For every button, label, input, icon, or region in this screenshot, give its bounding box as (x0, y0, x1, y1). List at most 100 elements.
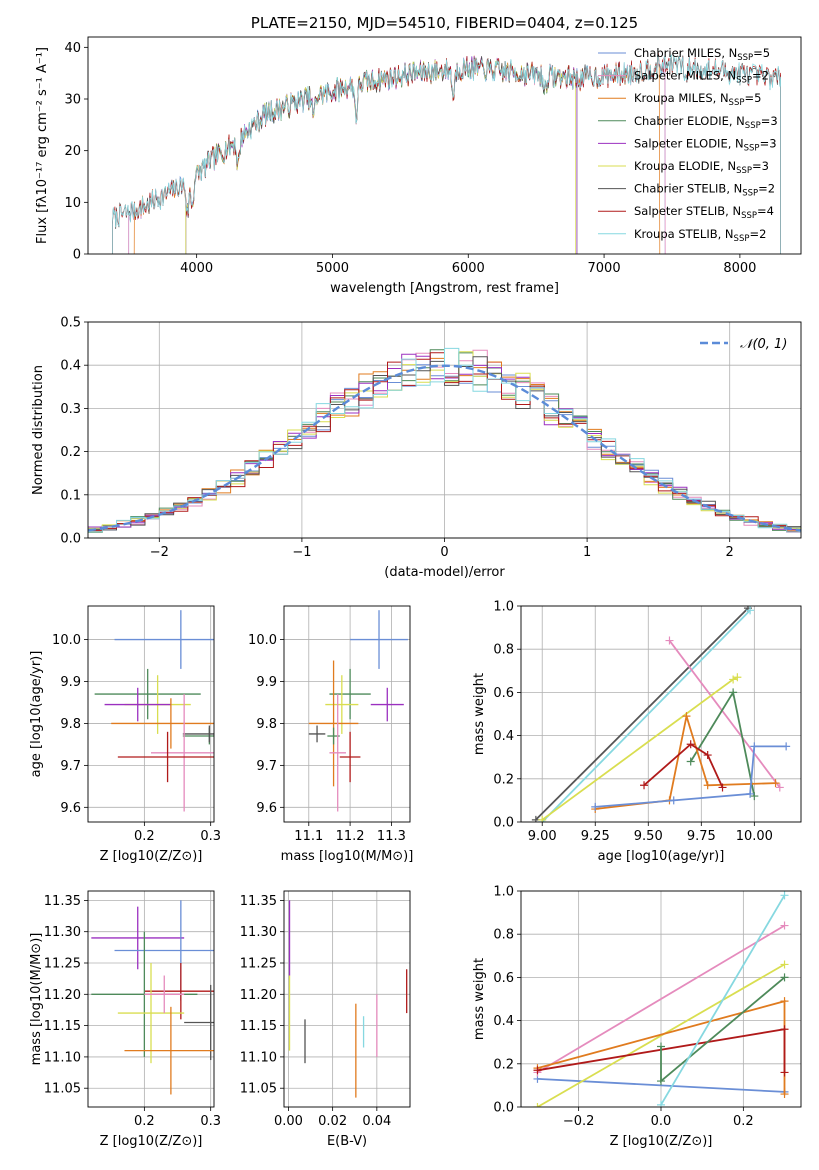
legend-label-tail: =4 (757, 204, 774, 218)
x-tick-label: 2 (726, 545, 734, 560)
age_vs_mass-axes: 11.1 11.2 11.3 9.6 9.7 9.8 9.9 10.0 mass [log10(… (248, 605, 413, 864)
x-tick-label: 6000 (452, 261, 485, 276)
x-tick-label: 11.2 (336, 829, 365, 844)
weight-line (541, 676, 738, 821)
y-tick-label: 0 (73, 248, 81, 263)
weight-marker (591, 802, 600, 811)
spectrum-line (112, 53, 781, 254)
weight-line (689, 689, 756, 797)
weight-marker (780, 960, 789, 969)
x-tick-label: 11.3 (377, 829, 406, 844)
y-tick-label: 0.0 (493, 1101, 514, 1116)
legend-label-tail: =2 (749, 227, 766, 241)
legend-label-tail: =2 (758, 182, 775, 196)
x-axis-label: E(B-V) (327, 1134, 367, 1149)
x-tick-label: 0.3 (200, 829, 221, 844)
age_vs_Z-axes: 0.2 0.3 9.6 9.7 9.8 9.9 10.0 Z [log10(Z/Z⊙)] age… (29, 605, 221, 864)
weight-line (643, 743, 724, 788)
age_vs_Z-plot-area (94, 610, 214, 812)
weight-marker (538, 815, 547, 822)
legend-label: Salpeter ELODIE, NSSP=3 (634, 136, 777, 153)
y-tick-label: 10 (64, 196, 81, 211)
weight-marker (533, 1066, 542, 1075)
legend-label: Chabrier ELODIE, NSSP=3 (634, 114, 778, 131)
y-tick-label: 20 (64, 144, 81, 159)
spectrum-line (112, 55, 781, 254)
residuals-axes: −2 −1 0 1 2 0.0 0.1 0.2 0.3 0.4 0.5 (data-model)/er… (31, 316, 802, 580)
legend-label-sub: SSP (729, 98, 745, 108)
x-tick-label: 0.0 (651, 1114, 672, 1129)
x-tick-label: −2 (150, 545, 169, 560)
mass_vs_EBV-plot-area (288, 900, 408, 1098)
weight-line (595, 715, 776, 810)
x-axis-label: (data-model)/error (384, 565, 505, 580)
weight_vs_age-plot-area (531, 606, 791, 822)
y-tick-label: 0.5 (60, 316, 81, 331)
weight_vs_Z-axes: −0.2 0.0 0.2 0.0 0.2 0.4 0.6 0.8 1.0 Z [log10(Z/Z… (472, 885, 802, 1149)
legend-label-tail: =3 (761, 114, 778, 128)
legend-label-sub: SSP (745, 121, 761, 131)
y-tick-label: 1.0 (493, 600, 514, 615)
weight-marker (729, 675, 738, 684)
age_vs_mass-plot-area (308, 610, 408, 812)
legend-label-main: Kroupa ELODIE, N (634, 159, 736, 173)
chart-title: PLATE=2150, MJD=54510, FIBERID=0404, z=0… (251, 14, 638, 32)
y-axis-label: Normed distribution (31, 365, 46, 495)
legend-label: Kroupa STELIB, NSSP=2 (634, 227, 766, 244)
y-axis-label: age [log10(age/yr)] (29, 651, 44, 778)
y-tick-label: 9.7 (60, 759, 81, 774)
weight-marker (686, 757, 695, 766)
legend-label-main: Kroupa STELIB, N (634, 227, 734, 241)
weight-marker (775, 783, 784, 792)
y-tick-label: 11.15 (240, 1019, 277, 1034)
weight-marker (780, 1090, 789, 1099)
y-tick-label: 11.35 (240, 894, 277, 909)
x-tick-label: 0.04 (362, 1114, 391, 1129)
x-tick-label: 1 (583, 545, 591, 560)
y-axis-label: mass weight (472, 958, 487, 1040)
x-tick-label: 0.02 (318, 1114, 347, 1129)
x-axis-label: wavelength [Angstrom, rest frame] (330, 281, 559, 296)
spectrum-line (112, 54, 781, 254)
x-axis-label: Z [log10(Z/Z⊙)] (100, 849, 203, 864)
x-tick-label: 7000 (588, 261, 621, 276)
legend-label-main: Chabrier MILES, N (634, 46, 737, 60)
weight-line (668, 640, 781, 788)
x-tick-label: 9.00 (528, 829, 557, 844)
weight-marker (669, 796, 678, 805)
legend-label-main: Salpeter MILES, N (634, 69, 736, 83)
x-tick-label: 0.2 (134, 1114, 155, 1129)
x-tick-label: 0.00 (274, 1114, 303, 1129)
weight-line (535, 607, 749, 821)
y-tick-label: 0.6 (493, 686, 514, 701)
weight-marker (771, 779, 780, 788)
legend-label-main: Kroupa MILES, N (634, 91, 729, 105)
legend-label: Chabrier MILES, NSSP=5 (634, 46, 770, 63)
x-tick-label: 9.50 (634, 829, 663, 844)
y-tick-label: 0.2 (493, 772, 514, 787)
spectrum-plot-area (112, 53, 781, 254)
legend-label-main: Chabrier STELIB, N (634, 182, 742, 196)
weight_vs_Z-plot-area (533, 891, 789, 1107)
weight-line (541, 609, 751, 822)
weight-line (537, 1078, 785, 1093)
weight-marker (703, 751, 712, 760)
legend-label-main: Chabrier ELODIE, N (634, 114, 745, 128)
y-tick-label: 11.05 (44, 1082, 81, 1097)
y-tick-label: 0.8 (493, 643, 514, 658)
weight-marker (746, 606, 755, 615)
x-axis-label: age [log10(age/yr)] (598, 849, 725, 864)
legend-label-sub: SSP (736, 76, 752, 86)
y-tick-label: 0.3 (60, 402, 81, 417)
legend-label-sub: SSP (742, 189, 758, 199)
weight-marker (686, 740, 695, 749)
weight-marker (780, 1068, 789, 1077)
legend-label-tail: =5 (744, 91, 761, 105)
x-tick-label: 10.00 (736, 829, 773, 844)
legend-label-sub: SSP (737, 53, 753, 63)
y-tick-label: 9.9 (60, 675, 81, 690)
legend-label-tail: =2 (752, 69, 769, 83)
y-axis-label: Flux [fλ10⁻¹⁷ erg cm⁻² s⁻¹ A⁻¹] (35, 47, 50, 244)
y-tick-label: 11.10 (240, 1050, 277, 1065)
